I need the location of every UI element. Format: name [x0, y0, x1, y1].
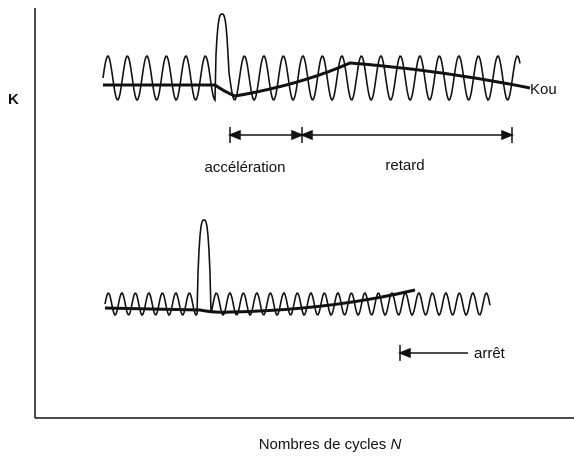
top-arrows [227, 127, 515, 143]
retard-label: retard [385, 157, 424, 174]
x-axis-label: Nombres de cycles N [259, 436, 402, 453]
curve-label: Kou [530, 81, 557, 98]
acceleration-label: accélération [205, 159, 286, 176]
top-wave [102, 13, 521, 103]
top-mean-line [103, 61, 531, 98]
arret-label: arrêt [474, 345, 506, 362]
bottom-mean-line [104, 288, 416, 314]
y-axis-label: K [8, 91, 19, 108]
bottom-wave [104, 219, 491, 317]
bottom-arrow [397, 345, 468, 361]
